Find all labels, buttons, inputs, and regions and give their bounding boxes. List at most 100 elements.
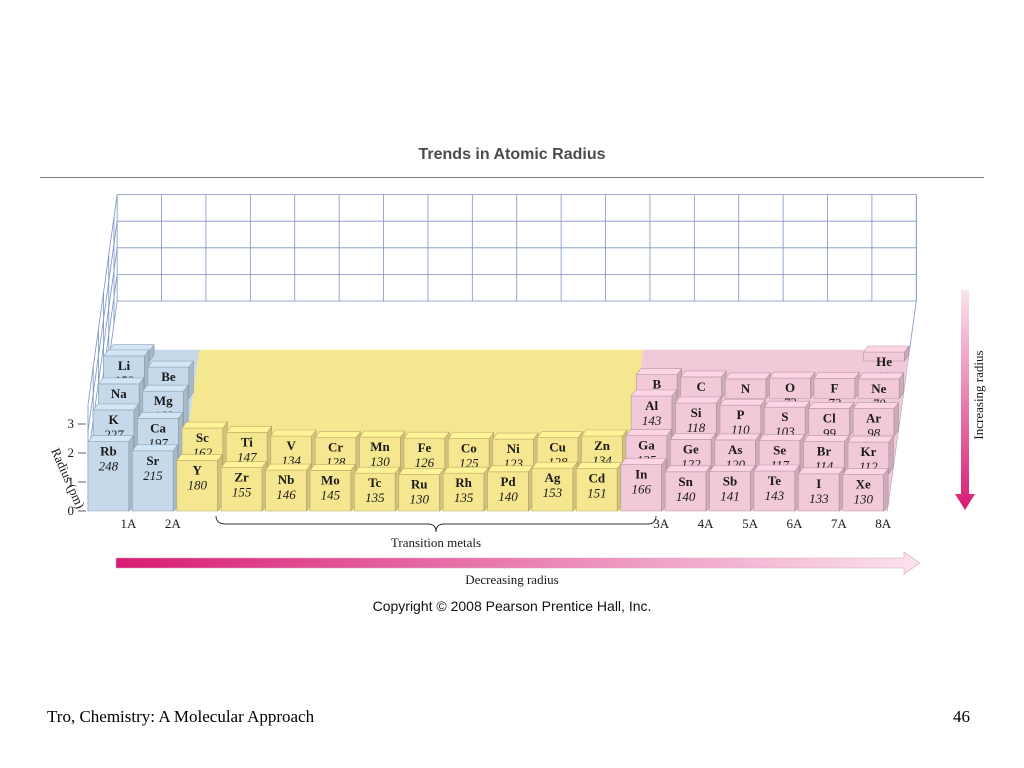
group-label: 7A (831, 516, 848, 531)
bar-side-face (188, 360, 194, 400)
element-symbol: S (781, 409, 788, 424)
element-symbol: Y (193, 463, 203, 478)
element-radius: 151 (587, 486, 607, 501)
element-bar-ne: Ne70 (857, 371, 905, 411)
element-symbol: Mg (154, 393, 173, 408)
element-symbol: Be (161, 369, 176, 384)
y-tick-label: 2 (68, 445, 75, 460)
element-symbol: Sb (723, 474, 737, 489)
chart-title: Trends in Atomic Radius (418, 146, 606, 163)
element-radius: 130 (409, 492, 429, 507)
bar-top-face (635, 368, 683, 376)
element-symbol: Sr (146, 453, 159, 468)
bar-top-face (575, 462, 623, 470)
bar-top-face (176, 454, 223, 461)
bar-top-face (857, 372, 905, 380)
element-symbol: Ca (150, 420, 166, 435)
bar-top-face (102, 349, 150, 357)
element-symbol: Zn (594, 438, 611, 453)
element-radius: 248 (99, 459, 119, 474)
bar-top-face (398, 468, 445, 475)
y-tick-label: 3 (68, 416, 75, 431)
element-symbol: Zr (234, 470, 249, 485)
bar-side-face (883, 467, 889, 512)
title-divider (40, 177, 984, 178)
element-symbol: B (652, 377, 661, 392)
group-label: 3A (653, 516, 670, 531)
element-radius: 143 (765, 488, 785, 503)
element-radius: 135 (454, 490, 474, 505)
bar-top-face (220, 461, 268, 468)
element-radius: 126 (415, 455, 435, 470)
bar-top-face (403, 431, 450, 439)
element-symbol: Ga (638, 438, 655, 453)
bar-top-face (353, 466, 401, 474)
bar-top-face (270, 429, 317, 437)
group-label: 6A (786, 516, 803, 531)
bar-top-face (97, 377, 145, 385)
bar-top-face (847, 435, 894, 443)
element-radius: 110 (731, 422, 750, 437)
transition-metals-label: Transition metals (391, 535, 481, 550)
element-symbol: Rh (455, 475, 472, 490)
element-symbol: Nb (278, 472, 295, 487)
bar-top-face (265, 463, 312, 471)
element-symbol: Te (768, 473, 781, 488)
element-symbol: Ru (411, 477, 428, 492)
bar-top-face (536, 431, 584, 439)
copyright-notice: Copyright © 2008 Pearson Prentice Hall, … (372, 598, 652, 614)
bar-top-face (862, 345, 910, 353)
bar-top-face (147, 360, 194, 368)
element-radius: 147 (237, 449, 257, 464)
element-symbol: Kr (860, 444, 876, 459)
bar-top-face (137, 411, 184, 419)
element-radius: 215 (143, 468, 163, 483)
increasing-radius-label: Increasing radius (971, 350, 986, 439)
element-radius: 141 (720, 489, 740, 504)
element-symbol: In (635, 467, 648, 482)
bar-top-face (714, 433, 761, 441)
element-symbol: Cr (328, 440, 343, 455)
element-symbol: P (736, 407, 744, 422)
bar-top-face (758, 434, 806, 442)
bar-top-face (92, 403, 140, 411)
element-symbol: N (741, 381, 751, 396)
element-symbol: Tc (368, 475, 381, 490)
element-symbol: Sc (196, 430, 209, 445)
element-symbol: K (109, 412, 120, 427)
element-symbol: Br (817, 444, 832, 459)
bar-top-face (768, 371, 816, 379)
bar-top-face (314, 431, 362, 439)
bar-top-face (142, 384, 189, 392)
element-symbol: Al (645, 398, 658, 413)
element-symbol: Ar (866, 411, 881, 426)
group-label: 2A (165, 516, 182, 531)
element-symbol: He (876, 354, 892, 369)
bar-top-face (852, 402, 900, 409)
element-radius: 146 (276, 487, 296, 502)
element-symbol: Se (773, 443, 786, 458)
element-symbol: Cl (823, 410, 836, 425)
background-grid (87, 194, 917, 512)
element-symbol: Ne (871, 381, 886, 396)
element-symbol: Li (118, 358, 131, 373)
bar-top-face (674, 396, 722, 404)
